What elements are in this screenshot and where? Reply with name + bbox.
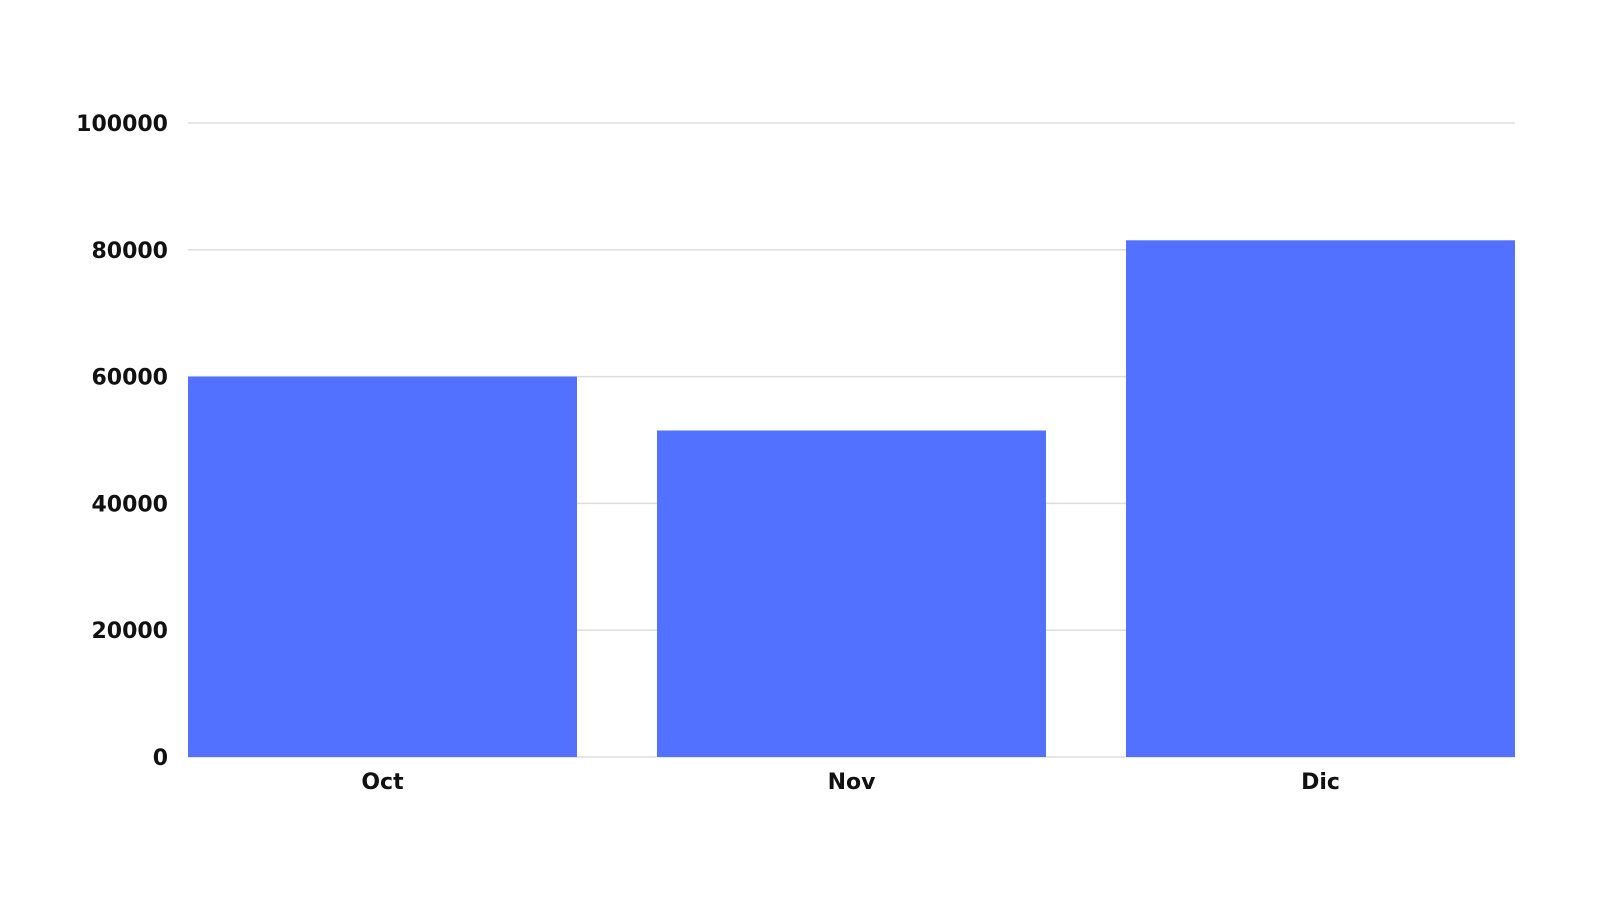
x-tick-label: Oct: [361, 770, 404, 795]
bar-oct: [188, 376, 577, 757]
x-tick-label: Dic: [1301, 770, 1340, 795]
y-tick-label: 80000: [91, 239, 168, 264]
bar-dic: [1126, 240, 1515, 758]
bar-nov: [657, 430, 1046, 757]
y-tick-label: 100000: [76, 112, 168, 137]
y-tick-label: 20000: [91, 619, 168, 644]
y-tick-label: 0: [153, 746, 168, 771]
y-tick-label: 40000: [91, 492, 168, 517]
x-tick-label: Nov: [828, 770, 877, 795]
y-tick-label: 60000: [91, 366, 168, 391]
x-axis-ticks: Oct Nov Dic: [361, 770, 1340, 795]
bars: [188, 240, 1515, 758]
y-axis-ticks: 0 20000 40000 60000 80000 100000: [76, 112, 168, 771]
